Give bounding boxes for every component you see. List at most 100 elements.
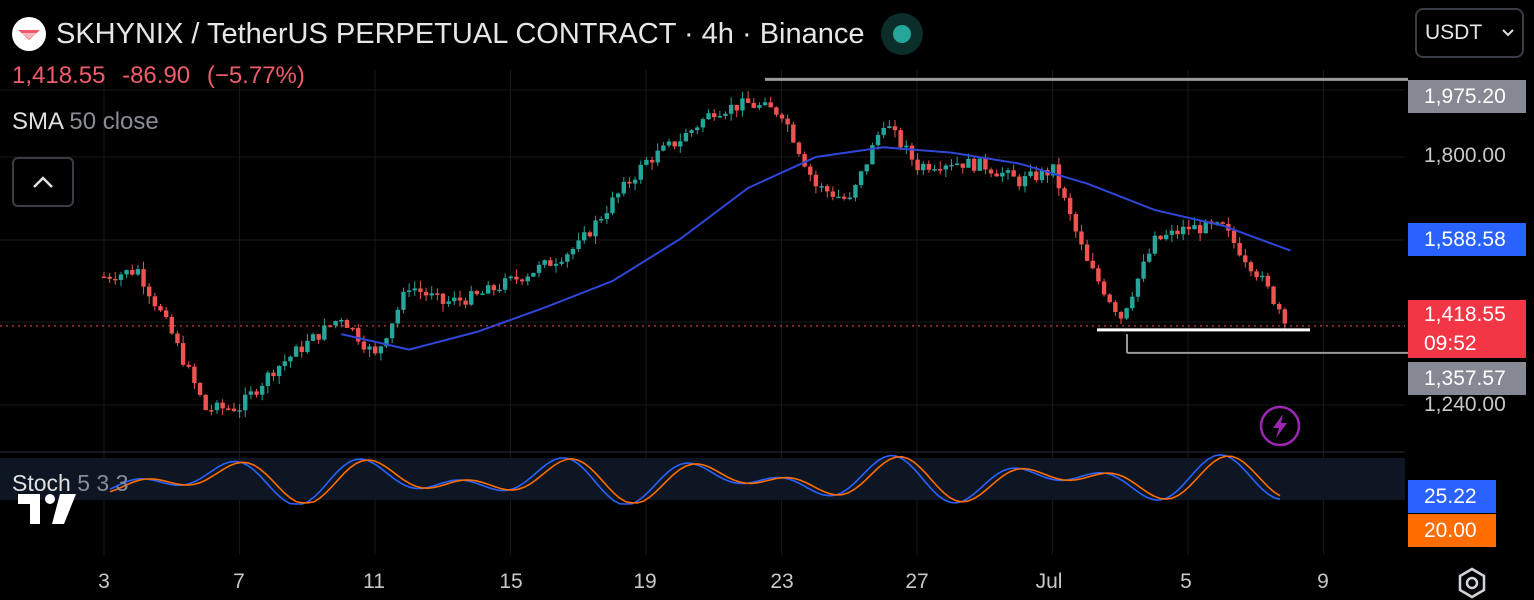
currency-select[interactable]: USDT (1415, 8, 1524, 58)
candle (293, 344, 299, 357)
symbol-logo[interactable] (12, 17, 46, 51)
candle (570, 247, 576, 260)
candle (745, 91, 751, 104)
candle (305, 333, 310, 354)
candle (858, 170, 864, 189)
high-level-tag: 1,975.20 (1408, 80, 1526, 113)
settings-gear-icon[interactable] (1455, 566, 1489, 600)
candle (124, 269, 129, 279)
price-change-percent: (−5.77%) (206, 62, 305, 89)
candle (734, 104, 739, 118)
candle-body (983, 158, 988, 170)
candle (813, 170, 819, 194)
candle (926, 160, 932, 173)
candle (1124, 307, 1129, 320)
candle (1062, 186, 1067, 201)
candle-body (1101, 281, 1107, 295)
candle (480, 291, 485, 296)
candle (254, 388, 259, 398)
candle-body (830, 191, 836, 197)
candle (339, 317, 344, 328)
candle-body (356, 328, 361, 342)
candle-body (158, 306, 163, 311)
candle-body (745, 98, 751, 103)
candle-body (881, 127, 886, 135)
candle (1265, 272, 1271, 289)
candle-body (508, 276, 513, 279)
candle-body (1152, 235, 1158, 254)
candle (101, 272, 107, 279)
candle (1096, 264, 1101, 285)
candle-body (1158, 235, 1163, 240)
candle-body (452, 297, 457, 302)
candle-body (502, 278, 508, 290)
chevron-down-icon (1502, 29, 1514, 37)
candle (712, 109, 717, 121)
collapse-legend-button[interactable] (12, 157, 74, 207)
currency-value: USDT (1425, 21, 1483, 44)
candle (678, 133, 683, 153)
candle-body (960, 163, 965, 168)
candle (587, 230, 593, 238)
candle (1067, 193, 1073, 221)
candle (1243, 248, 1248, 268)
candle (192, 363, 197, 390)
candle (1175, 225, 1180, 239)
candle-body (1118, 311, 1124, 319)
candle-body (214, 402, 220, 411)
candle-body (429, 293, 434, 296)
last-price-tag: 1,418.55 09:52 (1408, 300, 1526, 358)
candle (644, 156, 649, 166)
candle (971, 157, 977, 174)
candle-body (1141, 261, 1146, 279)
candle (231, 402, 237, 413)
stoch-lines (109, 453, 1281, 505)
candle (248, 386, 254, 400)
candle (316, 334, 321, 344)
candle (299, 340, 304, 358)
candle-body (858, 171, 864, 185)
candle-body (1051, 164, 1056, 176)
lightning-icon[interactable] (1258, 404, 1302, 448)
candle (700, 117, 706, 133)
candle-body (1084, 244, 1090, 261)
candle-body (921, 163, 926, 171)
candle (113, 271, 118, 285)
candle (288, 355, 293, 368)
candle-body (226, 408, 231, 410)
candle (1005, 167, 1011, 180)
symbol-title[interactable]: SKHYNIX / TetherUS PERPETUAL CONTRACT · … (56, 17, 865, 50)
candle (796, 141, 802, 157)
candle (853, 184, 858, 202)
candle-body (966, 158, 971, 168)
candle-body (1022, 176, 1028, 187)
candle (655, 143, 660, 167)
candle (531, 272, 536, 278)
sma-params: 50 close (69, 108, 159, 135)
candle-body (909, 145, 915, 160)
stoch-legend[interactable]: Stoch 5 3 3 (12, 470, 128, 497)
candle (836, 189, 841, 199)
candle-body (418, 288, 423, 292)
candle (1056, 157, 1062, 197)
candle (672, 141, 677, 150)
candle-body (406, 290, 412, 292)
candle-body (678, 141, 683, 147)
candle-body (288, 356, 293, 362)
candle-body (486, 285, 491, 294)
candle-body (1260, 275, 1265, 278)
candle (1090, 252, 1095, 270)
candle (1147, 248, 1152, 263)
sma-legend[interactable]: SMA 50 close (12, 108, 159, 136)
candle (1045, 167, 1050, 183)
market-status-icon[interactable] (880, 13, 923, 55)
candle-body (457, 297, 463, 301)
candle (130, 264, 135, 276)
candle-body (813, 174, 819, 187)
candle (988, 167, 994, 178)
candle-body (892, 126, 898, 131)
candle-body (1067, 197, 1073, 215)
candle-body (152, 296, 158, 307)
candle (870, 142, 875, 165)
